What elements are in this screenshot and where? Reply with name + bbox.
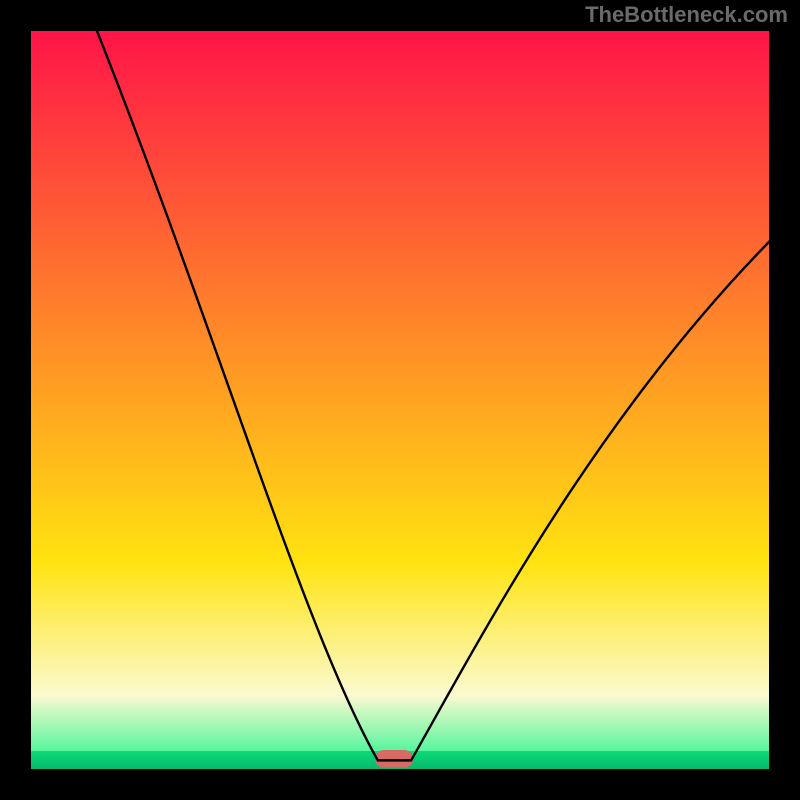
- notch-marker: [375, 750, 413, 768]
- watermark-text: TheBottleneck.com: [585, 2, 788, 28]
- chart-svg: [0, 0, 800, 800]
- chart-container: TheBottleneck.com: [0, 0, 800, 800]
- gradient-background: [30, 30, 770, 771]
